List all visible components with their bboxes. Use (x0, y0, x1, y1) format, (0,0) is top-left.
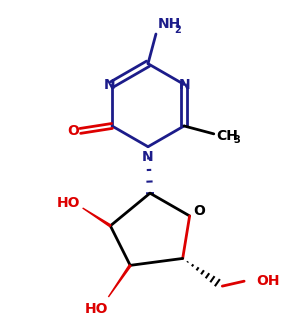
Text: 2: 2 (174, 25, 181, 35)
Text: O: O (194, 204, 206, 218)
Text: N: N (179, 78, 191, 93)
Polygon shape (82, 208, 111, 226)
Text: CH: CH (217, 129, 238, 143)
Text: O: O (68, 124, 79, 138)
Polygon shape (108, 265, 131, 297)
Text: N: N (142, 150, 154, 164)
Text: HO: HO (85, 302, 108, 316)
Text: NH: NH (158, 17, 181, 31)
Text: HO: HO (57, 196, 80, 210)
Text: N: N (104, 78, 116, 93)
Text: OH: OH (256, 274, 280, 288)
Text: 3: 3 (234, 135, 240, 145)
